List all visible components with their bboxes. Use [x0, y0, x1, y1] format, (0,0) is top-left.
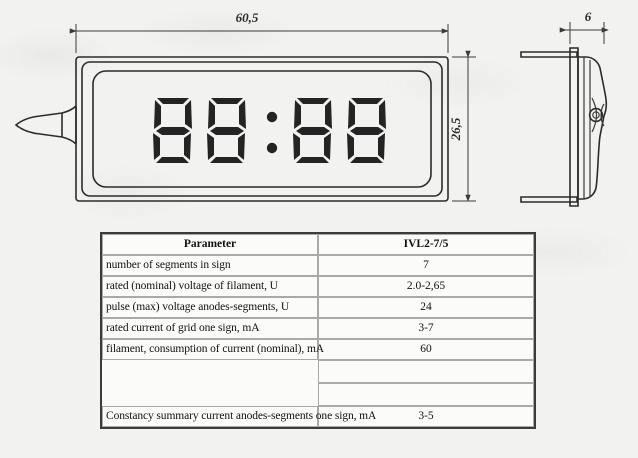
header-device: IVL2-7/5 — [318, 234, 534, 255]
panel-outer-frame — [75, 56, 449, 202]
row-value-empty — [318, 383, 534, 406]
display-digits — [153, 98, 386, 163]
lead-pin-top — [520, 51, 578, 58]
mounting-flange — [569, 47, 579, 207]
row-parameter-empty — [102, 360, 318, 383]
row-value: 24 — [318, 297, 534, 318]
row-value: 3-7 — [318, 318, 534, 339]
digit-1 — [153, 98, 192, 163]
row-parameter: number of segments in sign — [102, 255, 318, 276]
row-parameter: rated (nominal) voltage of filament, U — [102, 276, 318, 297]
row-value: 2.0-2,65 — [318, 276, 534, 297]
digit-4 — [347, 98, 386, 163]
exhaust-tip — [14, 105, 77, 145]
width-dimension: 60,5 — [69, 10, 449, 53]
row-value: 7 — [318, 255, 534, 276]
body-waist-curve — [591, 97, 598, 133]
panel-bezel — [81, 61, 443, 197]
row-value: 60 — [318, 339, 534, 360]
digit-2 — [207, 98, 246, 163]
technical-drawing: .ln { fill: none; stroke: #2b2b2b; strok… — [14, 9, 609, 207]
display-window — [92, 70, 432, 188]
lead-pin-bottom — [520, 196, 578, 203]
device-body-profile — [577, 56, 608, 200]
row-parameter: Constancy summary current anodes-segment… — [102, 406, 376, 427]
height-dimension: 26,5 — [448, 50, 476, 202]
spec-table: Parameter IVL2-7/5 number of segments in… — [100, 232, 536, 429]
row-value-empty — [318, 360, 534, 383]
digit-separator-colon — [266, 111, 278, 154]
table-row: filament, consumption of current (nomina… — [102, 339, 534, 360]
row-parameter-empty — [102, 383, 318, 406]
header-parameter: Parameter — [102, 234, 318, 255]
row-parameter: pulse (max) voltage anodes-segments, U — [102, 297, 318, 318]
thickness-dimension: 6 — [559, 9, 609, 44]
row-parameter: filament, consumption of current (nomina… — [102, 339, 324, 360]
getter-circle — [588, 107, 604, 123]
table-row: pulse (max) voltage anodes-segments, U 2… — [102, 297, 534, 318]
front-view: 60,5 26,5 — [14, 10, 476, 202]
row-parameter: rated current of grid one sign, mA — [102, 318, 318, 339]
table-row: rated (nominal) voltage of filament, U 2… — [102, 276, 534, 297]
width-dimension-label: 60,5 — [236, 10, 259, 25]
table-row: rated current of grid one sign, mA 3-7 — [102, 318, 534, 339]
body-waist-curve-2 — [600, 103, 605, 127]
table-header-row: Parameter IVL2-7/5 — [102, 234, 534, 255]
spec-table-container: Parameter IVL2-7/5 number of segments in… — [100, 232, 536, 429]
row-value: 3-5 — [318, 406, 534, 427]
height-dimension-label: 26,5 — [448, 117, 463, 141]
side-view: 6 — [520, 9, 609, 207]
table-row-empty — [102, 383, 534, 406]
table-row: Constancy summary current anodes-segment… — [102, 406, 534, 427]
digit-3 — [293, 98, 332, 163]
thickness-dimension-label: 6 — [585, 9, 592, 24]
table-row-empty — [102, 360, 534, 383]
table-row: number of segments in sign 7 — [102, 255, 534, 276]
